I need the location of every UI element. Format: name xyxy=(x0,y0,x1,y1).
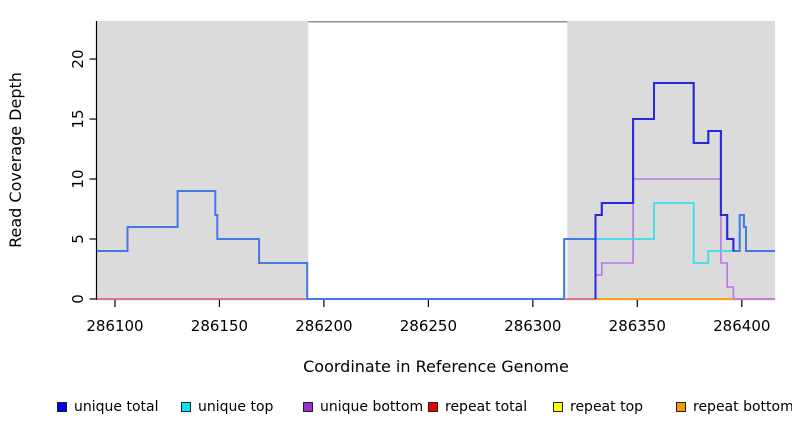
legend-label: repeat bottom xyxy=(693,399,792,415)
left-repeat-region xyxy=(97,21,309,301)
x-tick-label: 286100 xyxy=(86,317,143,335)
legend-item-unique-total: unique total xyxy=(57,398,158,416)
x-axis-title: Coordinate in Reference Genome xyxy=(303,357,569,376)
y-tick-label: 10 xyxy=(69,169,87,188)
legend-swatch-icon xyxy=(303,402,313,412)
chart-series-lines xyxy=(97,82,775,300)
x-tick-label: 286350 xyxy=(609,317,666,335)
legend-swatch-icon xyxy=(676,402,686,412)
x-tick-label: 286400 xyxy=(713,317,770,335)
legend-label: unique top xyxy=(198,399,274,415)
legend-item-repeat-top: repeat top xyxy=(553,398,643,416)
y-tick-label: 5 xyxy=(69,234,87,244)
legend-item-repeat-total: repeat total xyxy=(428,398,527,416)
legend-swatch-icon xyxy=(553,402,563,412)
legend-label: repeat top xyxy=(570,399,644,415)
y-tick-label: 15 xyxy=(69,109,87,128)
legend-label: repeat total xyxy=(445,399,528,415)
x-tick-label: 286300 xyxy=(504,317,561,335)
right-repeat-region xyxy=(567,21,775,301)
chart-axes: 286100 286150 286200 286250 286300 286350 2864… xyxy=(69,21,770,335)
legend-item-unique-bottom: unique bottom xyxy=(303,398,423,416)
chart-background-regions xyxy=(97,21,775,301)
x-tick-label: 286150 xyxy=(191,317,248,335)
legend-label: unique bottom xyxy=(320,399,424,415)
chart-legend: unique total unique top unique bottom repea… xyxy=(0,398,792,420)
y-tick-label: 0 xyxy=(69,294,87,304)
y-tick-label: 20 xyxy=(69,49,87,68)
legend-item-repeat-bottom: repeat bottom xyxy=(676,398,792,416)
legend-swatch-icon xyxy=(57,402,67,412)
x-tick-label: 286200 xyxy=(295,317,352,335)
legend-swatch-icon xyxy=(428,402,438,412)
series-unique-total-line xyxy=(594,82,735,299)
legend-item-unique-top: unique top xyxy=(181,398,273,416)
legend-label: unique total xyxy=(74,399,159,415)
legend-swatch-icon xyxy=(181,402,191,412)
coverage-chart: 286100 286150 286200 286250 286300 286350 2864… xyxy=(6,21,775,376)
x-tick-label: 286250 xyxy=(400,317,457,335)
y-axis-title: Read Coverage Depth xyxy=(6,72,25,248)
